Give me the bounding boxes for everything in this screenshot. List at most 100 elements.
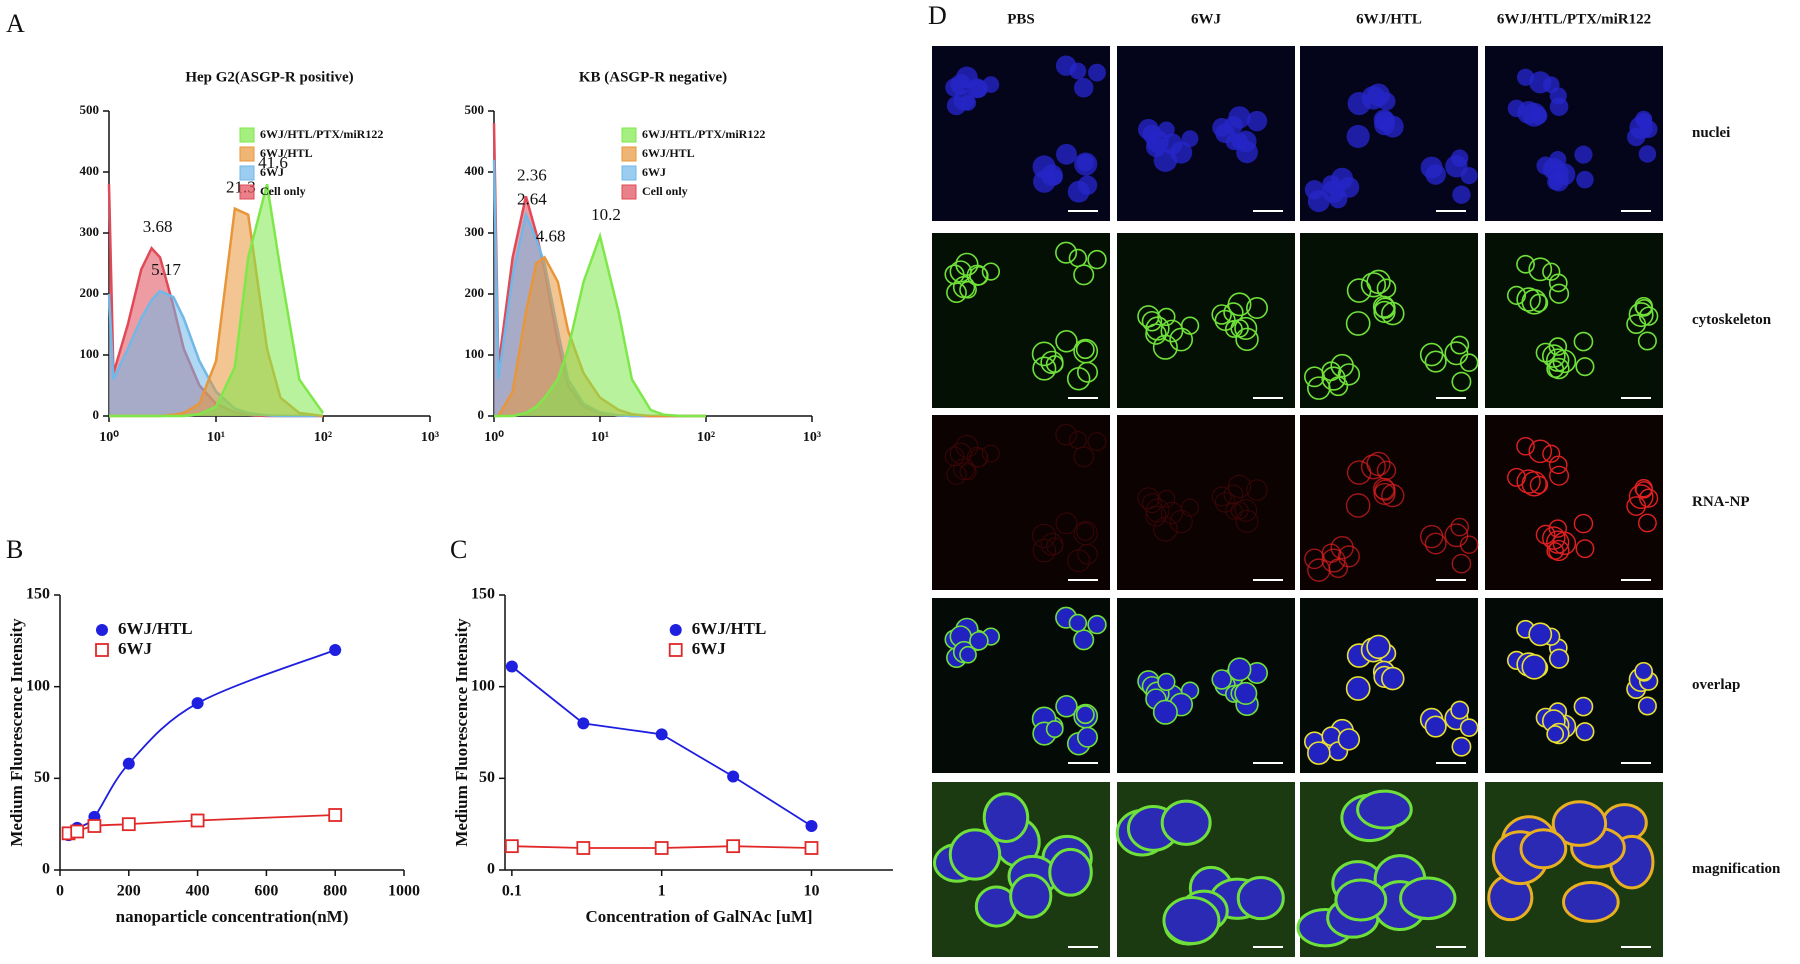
cell [1073,629,1095,651]
cell [953,458,975,480]
cell-group [1506,254,1659,380]
x-tick-label: 10¹ [207,430,225,445]
cell [1444,341,1469,366]
cell [1152,334,1178,360]
cell [1169,509,1193,534]
cell [1372,477,1396,500]
cell [1211,304,1232,325]
x-tick-label: 10 [803,883,819,900]
cell-group [1507,68,1658,192]
median-label: 2.64 [517,189,547,208]
cell [1045,355,1064,373]
row-label: RNA-NP [1692,494,1750,510]
cell [1076,522,1095,541]
legend-marker [96,624,108,636]
histogram-area [494,257,706,416]
cell [1214,492,1236,513]
cell [950,74,972,95]
cell [1032,538,1057,563]
cell [1528,622,1553,647]
cell [982,444,1000,463]
cell [1573,513,1594,534]
y-tick-label: 0 [93,407,100,422]
panel-label: D [928,1,947,30]
cell [1628,302,1654,328]
y-tick-label: 400 [80,163,100,178]
cell [1087,614,1107,635]
x-tick-label: 10³ [803,430,821,445]
cell [1075,705,1095,725]
cell [1637,696,1657,716]
cell [1548,648,1570,669]
legend-swatch [239,184,255,200]
histogram-area [494,236,706,416]
histogram-line [494,231,706,418]
x-tick-label: 10¹ [591,430,609,445]
cell [1162,896,1221,946]
cell [1373,300,1396,324]
cell [1153,148,1178,172]
cell [1575,357,1595,377]
legend-label: 6WJ [692,639,727,658]
cell [1549,97,1569,117]
cell-group [944,606,1107,756]
cell [1399,876,1457,921]
cell [1546,360,1565,378]
cell [1516,287,1541,312]
legend-label: 6WJ/HTL/PTX/miR122 [642,127,765,141]
cell-group [1506,619,1659,745]
legend-swatch [621,127,637,143]
cell [1337,363,1361,386]
y-tick-label: 400 [465,163,485,178]
cell [1548,539,1570,562]
cell [1055,512,1078,535]
cell [1211,669,1232,690]
cell [1345,676,1371,701]
cell [1145,498,1170,523]
cell [969,266,989,286]
cell [1153,516,1178,542]
cell [1424,532,1447,555]
legend-swatch [621,165,637,181]
x-tick-label: 10³ [421,430,439,445]
histogram-area [109,184,323,416]
data-point [805,820,818,832]
cell [1573,696,1594,717]
y-tick-label: 300 [465,224,485,239]
legend-label: 6WJ [642,165,666,179]
cell [1549,465,1570,486]
data-point [70,824,85,839]
cell [1452,185,1471,204]
cell [1055,423,1077,446]
cell [1424,715,1447,738]
cell [1223,484,1244,505]
micrograph [1117,415,1295,590]
micrograph [1117,233,1295,408]
legend-label: 6WJ/HTL [642,146,695,160]
cell [1528,439,1553,464]
data-point [191,697,204,710]
cell [1032,523,1057,548]
x-tick-label: 0.1 [502,883,522,900]
column-header: 6WJ/HTL/PTX/miR122 [1497,11,1651,27]
cell [1337,728,1361,751]
cell [1451,371,1472,392]
cell [1160,799,1212,846]
cell [1345,493,1371,518]
legend-marker [668,643,683,657]
cell [1459,535,1479,554]
y-tick-label: 0 [487,861,495,878]
cell [1516,436,1535,456]
cell [1032,356,1057,381]
cell [1145,505,1167,527]
cell [946,464,967,485]
row-label: overlap [1692,677,1740,693]
cell [1346,124,1370,149]
x-tick-label: 10² [697,430,715,445]
legend-label: 6WJ [118,639,153,658]
data-point [504,839,519,854]
cell-group [1137,474,1268,542]
chart-title: Hep G2(ASGP-R positive) [185,69,353,85]
